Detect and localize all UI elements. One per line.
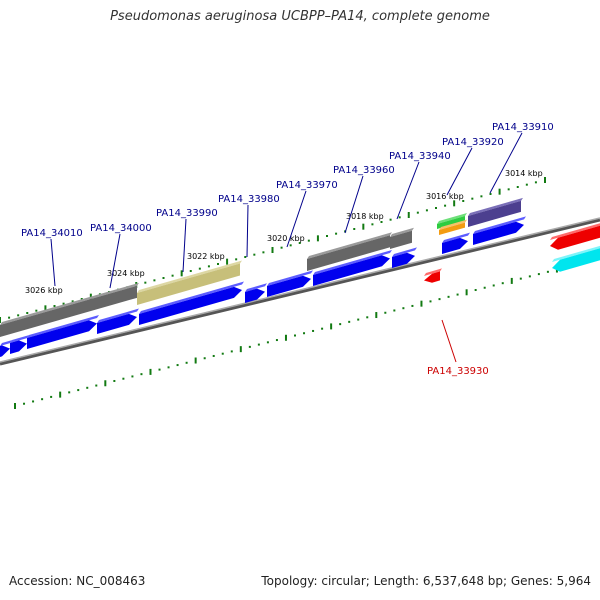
forward-gene-arrow bbox=[392, 252, 415, 268]
forward-gene-arrow-top bbox=[0, 340, 12, 346]
feature-purple bbox=[468, 200, 521, 227]
forward-gene-label: PA14_33910 bbox=[492, 122, 554, 133]
forward-gene-arrow bbox=[27, 320, 97, 349]
scale-label: 3016 kbp bbox=[426, 192, 464, 201]
feature-green-top bbox=[437, 212, 467, 224]
reverse-gene-arrow bbox=[424, 271, 440, 283]
scale-label: 3020 kbp bbox=[267, 234, 305, 243]
forward-gene-label: PA14_33970 bbox=[276, 180, 338, 191]
forward-gene-arrow bbox=[442, 237, 468, 254]
cyan-gene-arrow bbox=[552, 248, 600, 272]
forward-gene-arrow bbox=[313, 255, 390, 286]
forward-gene-label: PA14_33920 bbox=[442, 137, 504, 148]
forward-gene-arrow-top bbox=[392, 247, 417, 257]
reverse-gene-label: PA14_33930 bbox=[427, 366, 489, 377]
forward-gene-label: PA14_34010 bbox=[21, 228, 83, 239]
reverse-gene-arrow-top bbox=[424, 268, 442, 276]
gene-labels: 3026 kbp 3024 kbp 3022 kbp 3020 kbp 3018 kbp… bbox=[21, 122, 554, 377]
forward-gene-arrow-top bbox=[139, 281, 244, 314]
feature-khaki-top bbox=[137, 260, 242, 293]
scale-label: 3022 kbp bbox=[187, 252, 225, 261]
forward-gene-arrow bbox=[245, 288, 265, 303]
scale-ticks bbox=[0, 177, 600, 409]
forward-gene-label: PA14_33960 bbox=[333, 165, 395, 176]
feature-grey-3 bbox=[390, 230, 412, 249]
forward-gene-label: PA14_33980 bbox=[218, 194, 280, 205]
scale-label: 3026 kbp bbox=[25, 286, 63, 295]
forward-gene-arrow-top bbox=[442, 232, 470, 243]
feature-purple-top bbox=[468, 197, 523, 216]
reverse-gene-arrow-top bbox=[550, 223, 600, 240]
label-leader-line bbox=[489, 132, 523, 194]
scale-label: 3024 kbp bbox=[107, 269, 145, 278]
forward-gene-arrow-top bbox=[97, 308, 139, 323]
feature-grey-1 bbox=[0, 285, 137, 337]
forward-gene-arrow-top bbox=[245, 283, 267, 292]
genome-summary-text: Topology: circular; Length: 6,537,648 bp… bbox=[261, 574, 591, 588]
forward-gene-arrow bbox=[267, 275, 311, 297]
feature-orange-top bbox=[439, 219, 467, 230]
scale-label: 3018 kbp bbox=[346, 212, 384, 221]
cyan-gene-arrow-top bbox=[552, 245, 600, 262]
label-leader-line bbox=[246, 204, 249, 258]
label-leader-line bbox=[286, 190, 307, 248]
gene-tracks bbox=[0, 197, 600, 357]
feature-khaki bbox=[137, 263, 240, 305]
forward-gene-arrow bbox=[97, 313, 137, 334]
forward-gene-arrow-top bbox=[267, 270, 313, 286]
forward-gene-arrow-top bbox=[313, 249, 392, 275]
forward-gene-arrow-top bbox=[473, 216, 526, 234]
label-leader-line bbox=[441, 319, 457, 363]
forward-gene-arrow-top bbox=[10, 335, 29, 343]
forward-gene-arrow bbox=[0, 345, 10, 357]
forward-gene-label: PA14_33990 bbox=[156, 208, 218, 219]
backbone-line bbox=[0, 218, 600, 366]
label-leader-line bbox=[109, 233, 121, 289]
accession-text: Accession: NC_008463 bbox=[9, 574, 146, 588]
feature-green bbox=[437, 215, 465, 229]
forward-gene-arrow bbox=[139, 286, 242, 325]
label-leader-line bbox=[344, 175, 364, 234]
forward-gene-label: PA14_34000 bbox=[90, 223, 152, 234]
backbone-highlight bbox=[0, 217, 600, 363]
label-leader-line bbox=[50, 238, 56, 287]
feature-grey-2 bbox=[307, 235, 390, 271]
forward-gene-label: PA14_33940 bbox=[389, 151, 451, 162]
forward-gene-arrow bbox=[473, 221, 524, 245]
label-leader-line bbox=[182, 218, 187, 273]
label-leader-line bbox=[396, 161, 420, 220]
reverse-gene-arrow bbox=[550, 225, 600, 250]
feature-grey-1-top bbox=[0, 282, 139, 325]
forward-gene-arrow-top bbox=[27, 314, 99, 338]
label-leader-line bbox=[446, 147, 473, 196]
genome-title: Pseudomonas aeruginosa UCBPP–PA14, compl… bbox=[110, 9, 490, 24]
feature-orange bbox=[439, 222, 465, 235]
forward-gene-arrow bbox=[10, 340, 27, 354]
scale-label: 3014 kbp bbox=[505, 169, 543, 178]
feature-grey-2-top bbox=[307, 232, 392, 259]
feature-grey-3-top bbox=[390, 227, 414, 237]
